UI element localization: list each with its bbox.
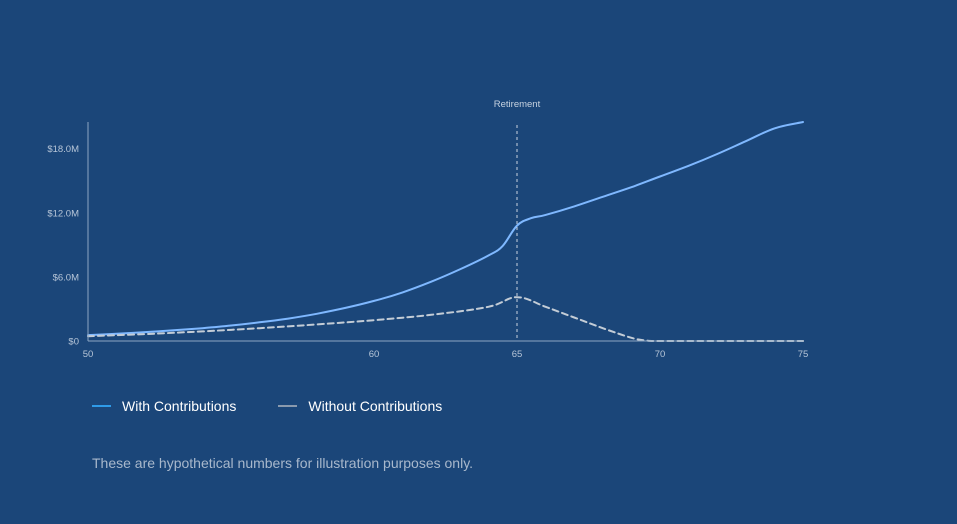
legend-swatch-with-contributions <box>92 405 111 407</box>
disclaimer-footnote: These are hypothetical numbers for illus… <box>92 455 474 471</box>
annotation-layer: Retirement <box>494 99 541 341</box>
legend-label-without-contributions: Without Contributions <box>308 398 443 414</box>
x-tick-label: 65 <box>512 349 523 360</box>
legend-item-with-contributions[interactable]: With Contributions <box>92 398 236 414</box>
y-tick-label: $18.0M <box>47 144 79 155</box>
legend-item-without-contributions[interactable]: Without Contributions <box>278 398 442 414</box>
series-layer <box>87 121 804 343</box>
x-tick-label: 70 <box>655 349 666 360</box>
retirement-marker-label: Retirement <box>494 99 541 110</box>
y-tick-label: $6.0M <box>53 272 79 283</box>
y-tick-label: $12.0M <box>47 208 79 219</box>
series-line-with-contributions <box>87 121 804 337</box>
axis-layer <box>87 122 803 342</box>
x-tick-label: 50 <box>83 349 94 360</box>
legend-swatch-without-contributions <box>278 405 298 407</box>
x-tick-label: 60 <box>369 349 380 360</box>
label-layer: $0 $6.0M $12.0M $18.0M 50 60 65 70 75 <box>47 144 808 360</box>
legend-label-with-contributions: With Contributions <box>122 398 237 414</box>
x-tick-label: 75 <box>798 349 809 360</box>
series-line-without-contributions <box>87 296 804 343</box>
chart-legend: With Contributions Without Contributions <box>92 398 484 414</box>
retirement-projection-chart: Retirement $0 $6.0M $12.0M $18.0M 50 60 65 70 75 <box>47 99 808 360</box>
y-tick-label: $0 <box>68 337 79 348</box>
